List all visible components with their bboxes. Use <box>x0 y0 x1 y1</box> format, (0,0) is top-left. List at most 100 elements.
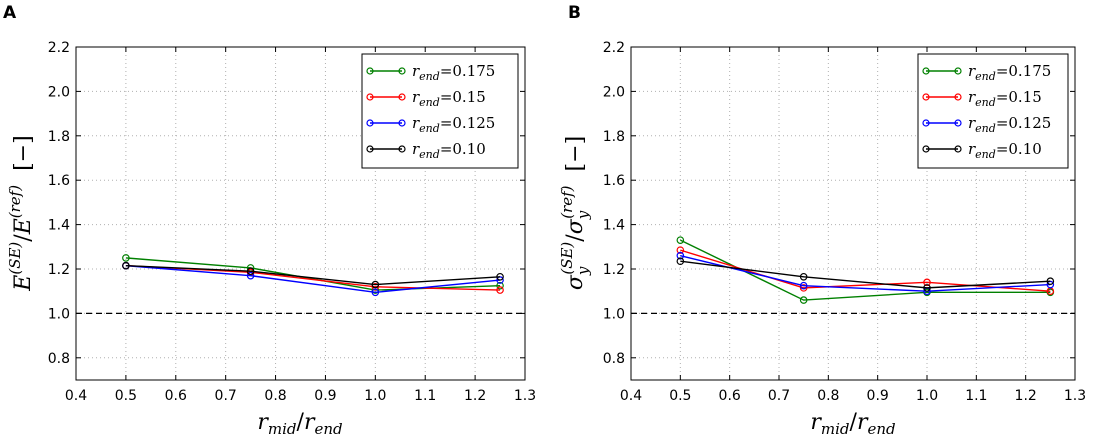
panel-a: A 0.4 0.5 0.6 0.7 0.8 0.9 1.0 1.1 1.2 1.3 0.8 1.0 1.… <box>3 3 536 438</box>
x-tick-label: 0.8 <box>817 388 839 404</box>
legend-var: r <box>412 88 420 106</box>
legend-sub: end <box>975 96 996 109</box>
legend-label: rend=0.175 <box>968 62 1051 83</box>
data-point <box>122 261 130 270</box>
legend-marker <box>366 67 374 75</box>
legend-value: =0.10 <box>440 140 486 158</box>
legend-marker <box>398 67 406 75</box>
y-tick-label: 1.6 <box>48 173 70 189</box>
legend-marker <box>398 93 406 101</box>
legend-marker <box>366 145 374 153</box>
x-tick-label: 0.7 <box>215 388 237 404</box>
ylabel-den-var: E <box>11 218 36 235</box>
data-point <box>246 271 255 280</box>
legend-marker <box>922 67 930 75</box>
x-axis-label-b: rmid/rend <box>810 410 895 438</box>
ylabel-den-sup: (ref) <box>558 185 576 218</box>
legend-label: rend=0.175 <box>412 62 495 83</box>
legend-label: rend=0.15 <box>968 88 1042 109</box>
y-tick-label: 1.8 <box>48 129 70 145</box>
ylabel-num-sup: (SE) <box>6 242 24 275</box>
data-point <box>371 288 380 297</box>
legend-value: =0.175 <box>440 62 496 80</box>
legend-marker <box>954 67 962 75</box>
legend-var: r <box>968 140 976 158</box>
x-tick-label: 0.4 <box>65 388 87 404</box>
legend-label: rend=0.125 <box>968 114 1051 135</box>
y-tick-label: 2.0 <box>603 84 625 100</box>
y-axis-label-b: σy(SE)/σy(ref)[−] <box>558 136 592 290</box>
x-tick-label: 1.1 <box>414 388 436 404</box>
legend-sub: end <box>975 70 996 83</box>
data-point <box>799 272 808 281</box>
x-axis-label-a: rmid/rend <box>257 410 342 438</box>
x-tick-label: 0.9 <box>314 388 336 404</box>
legend-label: rend=0.125 <box>412 114 495 135</box>
legend-marker <box>954 93 962 101</box>
data-point <box>799 284 808 292</box>
panel-b: B 0.4 0.5 0.6 0.7 0.8 0.9 1.0 1.1 1.2 1.3 0.8 1.0 1.… <box>558 3 1086 438</box>
legend-sub: end <box>419 70 440 83</box>
legend-value: =0.15 <box>440 88 486 106</box>
ylabel-den-var: σ <box>563 218 588 234</box>
data-point <box>371 280 380 289</box>
xlabel-den-var: r <box>857 410 869 435</box>
xlabel-den-sub: end <box>314 420 342 438</box>
axes-frame-a <box>75 46 526 381</box>
x-tick-label: 0.4 <box>620 388 642 404</box>
y-tick-label: 1.0 <box>48 306 70 322</box>
xlabel-num-var: r <box>810 410 822 435</box>
y-tick-label: 1.8 <box>603 129 625 145</box>
data-point <box>799 296 808 304</box>
xlabel-num-sub: mid <box>268 420 297 438</box>
y-tick-label: 1.2 <box>603 262 625 278</box>
panel-label-a: A <box>3 3 17 23</box>
panel-label-b: B <box>568 3 581 23</box>
data-point <box>496 281 504 290</box>
legend-marker <box>398 119 406 127</box>
x-tick-label: 0.5 <box>115 388 137 404</box>
data-point <box>923 278 931 287</box>
x-tick-label: 1.0 <box>916 388 938 404</box>
ylabel-num-sup: (SE) <box>558 242 576 275</box>
data-point <box>371 282 380 291</box>
y-tick-label: 2.2 <box>48 40 70 56</box>
legend-sub: end <box>419 96 440 109</box>
ylabel-den-sup: (ref) <box>6 185 24 218</box>
series-line-2 <box>680 254 1051 292</box>
data-point <box>122 254 130 262</box>
data-point <box>496 286 504 294</box>
data-point <box>923 284 931 292</box>
series-line-3 <box>125 264 501 286</box>
y-tick-label: 1.0 <box>603 306 625 322</box>
x-tick-label: 0.6 <box>719 388 741 404</box>
legend-label: rend=0.15 <box>412 88 486 109</box>
ylabel-unit: [−] <box>11 135 36 171</box>
x-tick-label: 0.8 <box>264 388 286 404</box>
y-tick-label: 1.2 <box>48 262 70 278</box>
y-tick-label: 1.6 <box>603 173 625 189</box>
y-tick-label: 2.2 <box>603 40 625 56</box>
xlabel-den-sub: end <box>867 420 895 438</box>
ylabel-num-sub: y <box>574 266 592 276</box>
legend-sub: end <box>975 148 996 161</box>
y-tick-label: 0.8 <box>603 351 625 367</box>
data-point <box>676 246 685 254</box>
ticks-a: 0.4 0.5 0.6 0.7 0.8 0.9 1.0 1.1 1.2 1.3 0.8 1.0 1.2 1… <box>48 40 536 404</box>
series-line-2 <box>125 264 501 294</box>
ticks-b: 0.4 0.5 0.6 0.7 0.8 0.9 1.0 1.1 1.2 1.3 0.8 1.0 1.2 1… <box>603 40 1086 404</box>
legend-var: r <box>968 114 976 132</box>
legend-var: r <box>412 140 420 158</box>
y-tick-label: 2.0 <box>48 84 70 100</box>
xlabel-den-var: r <box>304 410 316 435</box>
x-tick-label: 1.0 <box>364 388 386 404</box>
legend-sub: end <box>419 122 440 135</box>
data-point <box>496 272 504 281</box>
legend-marker <box>366 119 374 127</box>
legend-value: =0.125 <box>996 114 1052 132</box>
legend-value: =0.175 <box>996 62 1052 80</box>
x-tick-label: 1.2 <box>1015 388 1037 404</box>
